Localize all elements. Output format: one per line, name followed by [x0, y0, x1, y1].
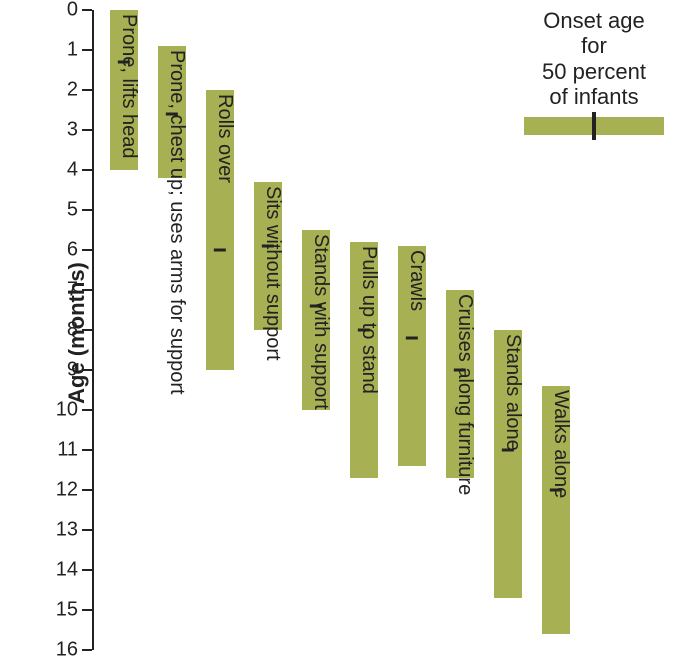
legend-swatch-median [592, 112, 596, 140]
milestone-label: Crawls [405, 248, 428, 311]
milestone-label: Prone, lifts head [117, 12, 140, 159]
legend-line: Onset age [524, 8, 664, 33]
milestone-label: Stands with support [309, 232, 332, 410]
y-tick-label: 11 [57, 439, 92, 462]
milestone-label: Stands alone [501, 332, 524, 451]
milestone-bar: Rolls over [206, 90, 234, 370]
milestone-bar: Walks alone [542, 386, 570, 634]
legend-text: Onset age for 50 percent of infants [524, 8, 664, 109]
milestone-bar: Stands alone [494, 330, 522, 598]
y-tick-label: 15 [56, 599, 92, 622]
y-tick-label: 0 [67, 0, 92, 22]
legend-swatch [524, 117, 664, 135]
y-tick-label: 2 [67, 79, 92, 102]
milestone-label: Pulls up to stand [357, 244, 380, 394]
y-tick-label: 9 [67, 359, 92, 382]
milestone-label: Cruises along furniture [453, 292, 476, 495]
y-tick-label: 3 [67, 119, 92, 142]
milestone-label: Prone, chest up; uses arms for support [165, 48, 188, 395]
y-tick-label: 16 [56, 639, 92, 662]
y-tick-label: 6 [67, 239, 92, 262]
y-tick-label: 8 [67, 319, 92, 342]
y-tick-label: 14 [56, 559, 92, 582]
milestone-label: Rolls over [213, 92, 236, 183]
milestone-bar: Prone, chest up; uses arms for support [158, 46, 186, 178]
milestone-bar: Sits without support [254, 182, 282, 330]
milestone-median-mark [406, 337, 418, 340]
legend-line: 50 percent [524, 59, 664, 84]
milestone-bar: Cruises along furniture [446, 290, 474, 478]
y-tick-label: 4 [67, 159, 92, 182]
milestone-bar: Prone, lifts head [110, 10, 138, 170]
milestone-median-mark [214, 249, 226, 252]
y-tick-label: 10 [56, 399, 92, 422]
y-tick-label: 7 [67, 279, 92, 302]
milestone-label: Walks alone [549, 388, 572, 498]
milestone-bar: Crawls [398, 246, 426, 466]
chart-wrap: Age (months) 012345678910111213141516Pro… [0, 0, 680, 666]
y-tick-label: 12 [56, 479, 92, 502]
legend: Onset age for 50 percent of infants [524, 8, 664, 135]
milestone-label: Sits without support [261, 184, 284, 361]
y-axis-line [92, 10, 94, 650]
milestone-bar: Stands with support [302, 230, 330, 410]
y-tick-label: 5 [67, 199, 92, 222]
legend-line: of infants [524, 84, 664, 109]
milestone-bar: Pulls up to stand [350, 242, 378, 478]
y-tick-label: 1 [67, 39, 92, 62]
legend-line: for [524, 33, 664, 58]
y-tick-label: 13 [56, 519, 92, 542]
